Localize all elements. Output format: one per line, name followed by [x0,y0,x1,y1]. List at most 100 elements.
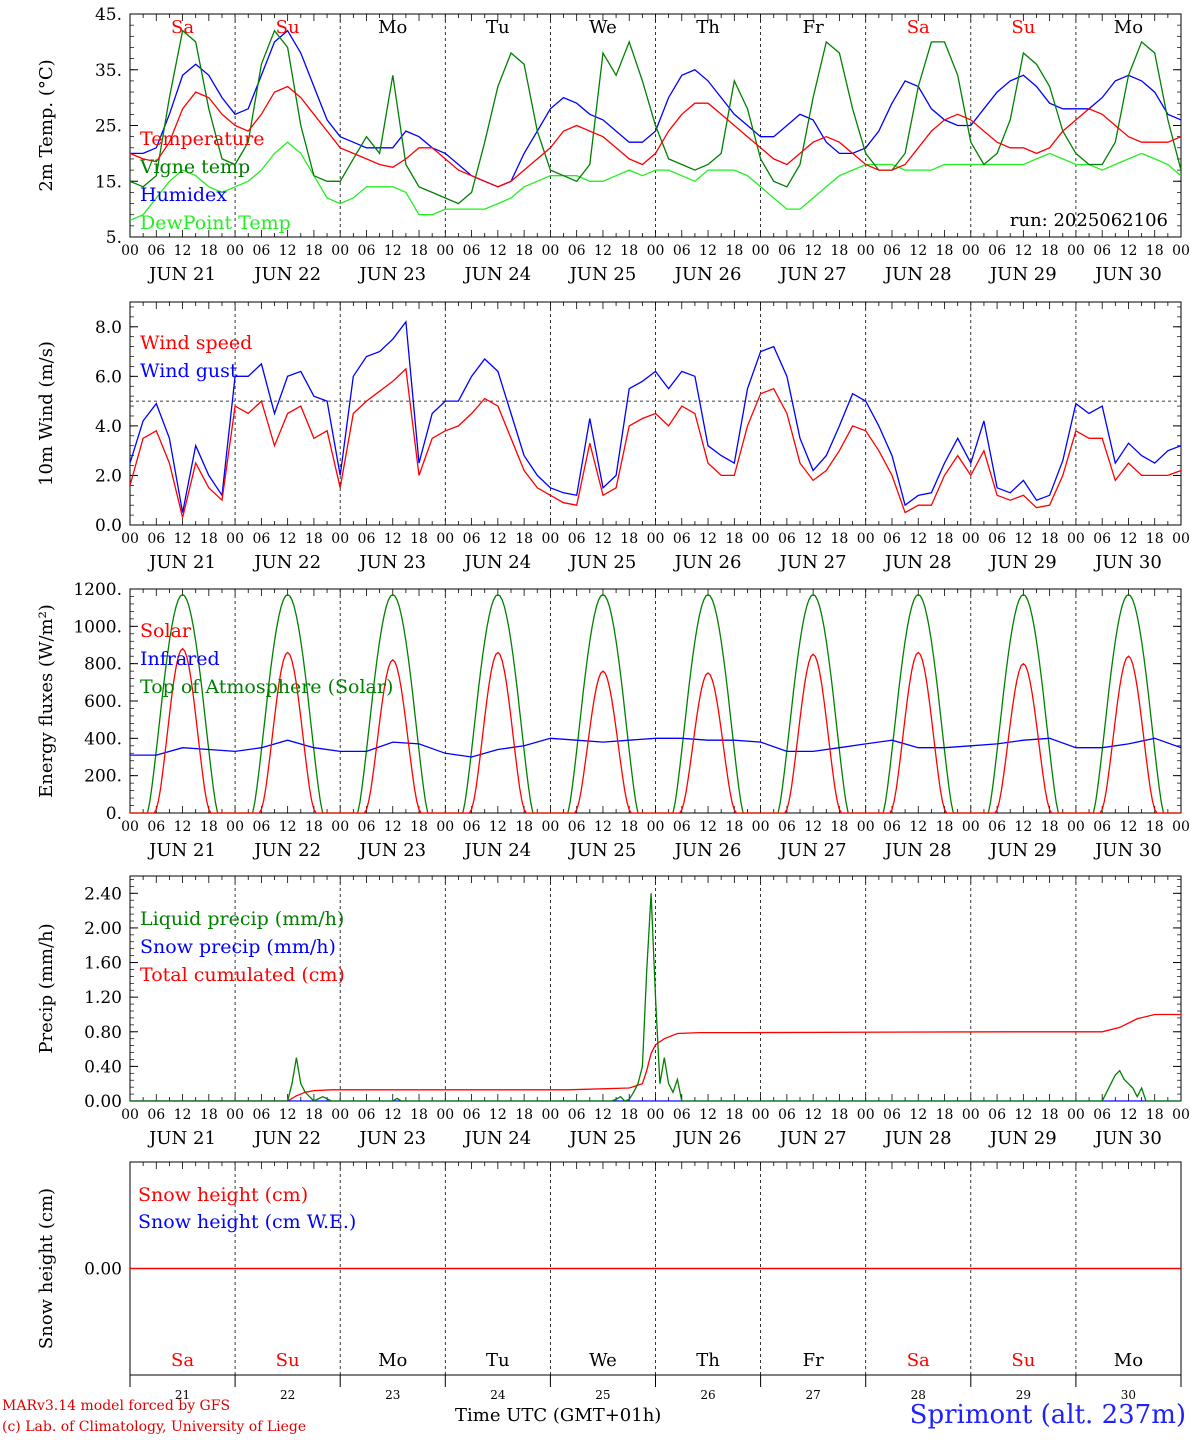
station-label: Sprimont (alt. 237m) [909,1400,1186,1430]
hour-tick-label: 12 [174,1107,192,1123]
series-group [130,320,1181,518]
hour-tick-label: 00 [541,819,559,835]
hour-tick-label: 06 [883,819,901,835]
hour-tick-label: 06 [673,1107,691,1123]
legend-entry: Humidex [140,184,227,206]
y-tick-label: 0.00 [84,1260,122,1280]
hour-tick-label: 12 [279,531,297,547]
date-label: JUN 27 [778,840,847,861]
hour-tick-label: 18 [831,531,849,547]
hour-tick-label: 18 [1146,819,1164,835]
hour-tick-label: 12 [384,531,402,547]
hour-tick-label: 06 [988,1107,1006,1123]
hour-tick-label: 06 [358,243,376,259]
hour-tick-label: 00 [752,243,770,259]
y-tick-label: 25. [95,117,122,137]
legend-entry: Snow height (cm W.E.) [138,1211,356,1233]
date-label: JUN 28 [883,264,952,285]
hour-tick-label: 12 [489,243,507,259]
y-tick-label: 5. [106,228,122,248]
hour-tick-label: 18 [1041,531,1059,547]
y-tick-label: 600. [84,692,122,712]
hour-tick-label: 00 [541,243,559,259]
hour-tick-label: 12 [1014,819,1032,835]
day-of-week-label: Mo [378,17,407,38]
series-line-solar [130,647,1181,813]
hour-tick-label: 12 [174,243,192,259]
legend-entry: Snow precip (mm/h) [140,936,336,958]
hour-tick-label: 06 [988,531,1006,547]
hour-tick-label: 06 [778,1107,796,1123]
date-label: JUN 26 [673,552,742,573]
hour-tick-label: 00 [857,243,875,259]
hour-tick-label: 00 [331,819,349,835]
hour-tick-label: 06 [147,531,165,547]
hour-tick-label: 00 [226,819,244,835]
date-label: JUN 22 [252,264,321,285]
hour-tick-label: 18 [725,243,743,259]
hour-tick-label: 06 [463,1107,481,1123]
date-label: JUN 26 [673,840,742,861]
date-label: JUN 24 [462,840,531,861]
hour-tick-label: 06 [358,1107,376,1123]
hour-tick-label: 00 [752,1107,770,1123]
y-tick-label: 2.40 [84,884,122,904]
hour-tick-label: 00 [1067,819,1085,835]
hour-tick-label: 18 [410,1107,428,1123]
day-number-label: 23 [385,1388,400,1400]
plot-frame [129,588,1182,814]
date-label: JUN 26 [673,264,742,285]
bottom-day-of-week-label: Mo [378,1350,407,1371]
hour-tick-label: 18 [410,531,428,547]
hour-tick-label: 18 [200,819,218,835]
hour-tick-label: 00 [647,243,665,259]
hour-tick-label: 18 [936,531,954,547]
date-label: JUN 30 [1093,1128,1162,1149]
series-line-wind-gust [130,320,1181,513]
date-label: JUN 25 [568,264,637,285]
date-label: JUN 24 [462,552,531,573]
series-line-infrared [130,737,1181,758]
hour-tick-label: 12 [909,819,927,835]
hour-tick-label: 00 [1172,819,1190,835]
day-of-week-label: Th [696,17,720,38]
hour-tick-label: 12 [1014,531,1032,547]
hour-tick-label: 18 [1041,1107,1059,1123]
hour-tick-label: 06 [673,819,691,835]
hour-tick-label: 18 [1146,243,1164,259]
hour-tick-label: 00 [752,531,770,547]
legend-entry: Temperature [140,128,264,150]
date-label: JUN 21 [147,552,216,573]
y-tick-label: 400. [84,729,122,749]
day-of-week-label: Tu [486,17,510,38]
legend-entry: Snow height (cm) [138,1184,308,1206]
hour-tick-label: 18 [1146,531,1164,547]
hour-tick-label: 06 [147,819,165,835]
hour-tick-label: 00 [1067,1107,1085,1123]
legend-entry: Infrared [140,648,220,670]
hour-tick-label: 00 [226,531,244,547]
y-tick-label: 1.20 [84,988,122,1008]
hour-tick-label: 00 [436,243,454,259]
hour-tick-label: 12 [174,819,192,835]
legend-entry: Total cumulated (cm) [140,964,345,986]
hour-tick-label: 18 [200,1107,218,1123]
hour-tick-label: 06 [883,243,901,259]
hour-tick-label: 06 [568,819,586,835]
hour-tick-label: 18 [620,531,638,547]
bottom-day-of-week-label: We [589,1350,617,1371]
hour-tick-label: 00 [436,819,454,835]
day-of-week-label: We [589,17,617,38]
y-tick-label: 0.80 [84,1023,122,1043]
hour-tick-label: 00 [857,819,875,835]
y-tick-label: 0. [106,804,122,824]
date-label: JUN 24 [462,1128,531,1149]
hour-tick-label: 18 [1146,1107,1164,1123]
hour-tick-label: 00 [857,531,875,547]
day-of-week-label: Sa [907,17,930,38]
date-label: JUN 21 [147,1128,216,1149]
y-axis-label: 2m Temp. (°C) [36,59,57,191]
meteogram: 5. 15. 25. 35. 45. 2m Temp. (°C) 00 06 12 18 JUN 2… [36,5,1190,1400]
hour-tick-label: 12 [279,819,297,835]
bottom-day-of-week-label: Su [1011,1350,1035,1371]
